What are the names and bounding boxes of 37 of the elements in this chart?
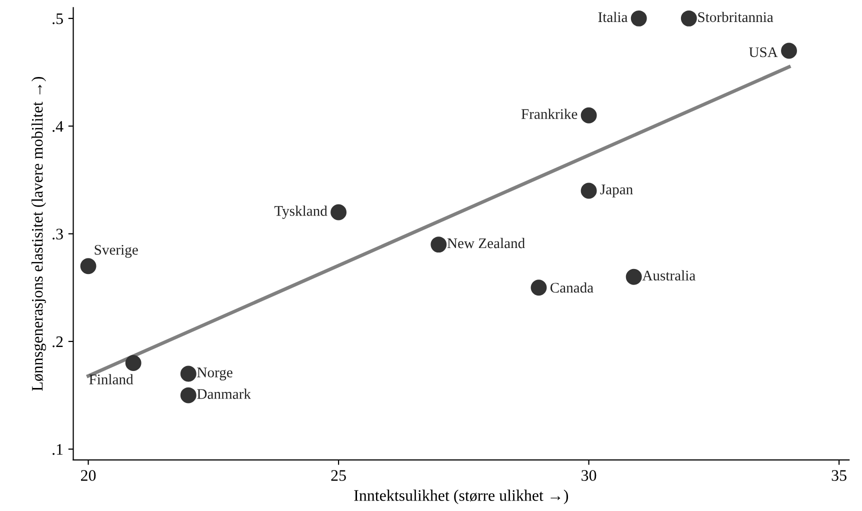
point xyxy=(125,355,142,371)
point xyxy=(530,280,547,296)
annotation: Australia xyxy=(642,270,696,281)
x-axis-title: Inntektsulikhet (større ulikhet →) xyxy=(354,490,568,504)
y-tick-label: .5 xyxy=(52,14,63,24)
annotation: Norge xyxy=(197,368,232,380)
annotation: Tyskland xyxy=(274,206,328,219)
annotation: USA xyxy=(749,47,778,58)
point xyxy=(180,387,196,404)
point xyxy=(80,258,96,274)
point xyxy=(680,10,697,26)
annotation: Danmark xyxy=(197,388,251,399)
point xyxy=(580,107,597,124)
point xyxy=(781,42,797,59)
point xyxy=(330,204,347,220)
y-axis-title: Lønnsgenerasjons elastisitet (lavere mobilitet →) xyxy=(31,77,46,391)
x-tick-label: 30 xyxy=(582,470,596,481)
annotation: Sverige xyxy=(94,244,138,258)
annotation: Finland xyxy=(89,374,134,384)
point xyxy=(430,236,447,253)
x-tick-label: 25 xyxy=(331,470,346,481)
annotation: Japan xyxy=(600,184,633,198)
y-tick-label: .4 xyxy=(52,121,64,132)
annotation: Italia xyxy=(598,12,628,22)
y-tick-label: .2 xyxy=(52,336,63,348)
annotation: Canada xyxy=(550,282,594,293)
annotation: New Zealand xyxy=(447,238,525,248)
point xyxy=(630,10,647,26)
annotation: Frankrike xyxy=(521,108,578,119)
x-tick-label: 35 xyxy=(832,470,846,481)
point xyxy=(180,366,196,382)
y-tick-label: .1 xyxy=(52,444,63,455)
point xyxy=(580,182,597,199)
point xyxy=(626,268,642,285)
y-tick-label: .3 xyxy=(52,228,63,240)
x-tick-label: 20 xyxy=(81,470,96,481)
annotation: Storbritannia xyxy=(698,12,774,22)
